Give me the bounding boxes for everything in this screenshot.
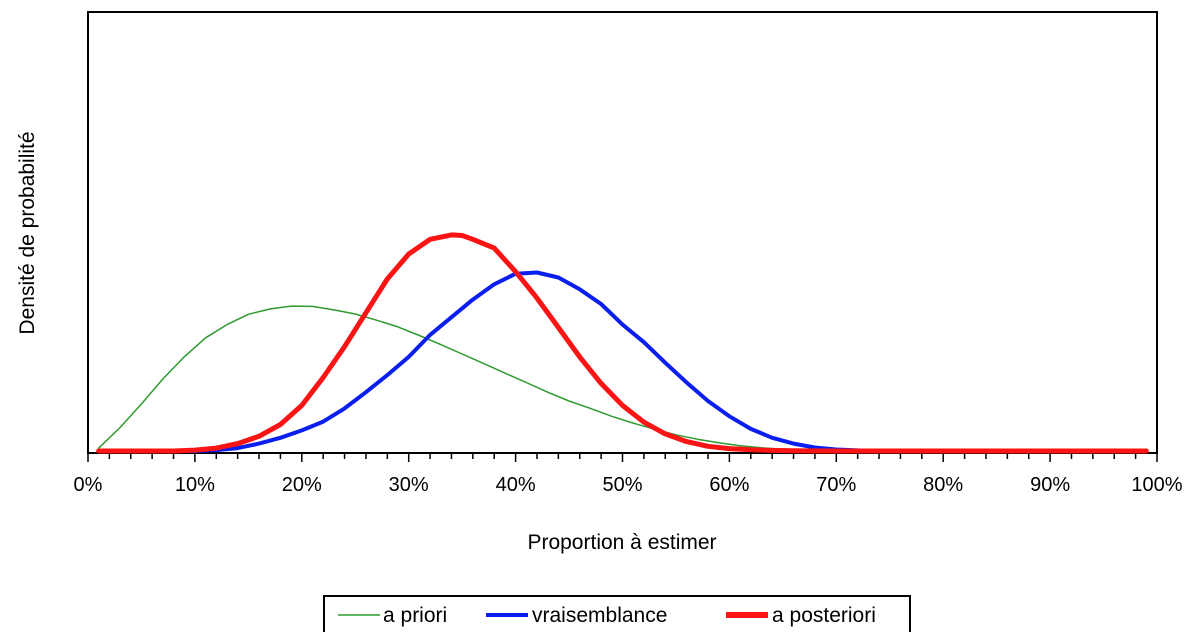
x-tick-label: 90% xyxy=(1030,474,1070,496)
series-line-a-posteriori xyxy=(96,232,1149,454)
x-tick-label: 0% xyxy=(74,474,103,496)
x-axis-title: Proportion à estimer xyxy=(527,531,716,554)
y-axis-title: Densité de probabilité xyxy=(16,131,39,334)
x-tick-label: 80% xyxy=(923,474,963,496)
x-tick-label: 40% xyxy=(496,474,536,496)
x-tick-label: 60% xyxy=(709,474,749,496)
x-tick-label: 70% xyxy=(816,474,856,496)
series-line-vraisemblance xyxy=(96,270,1149,453)
legend-label-vraisemblance: vraisemblance xyxy=(532,604,667,627)
legend: a priori vraisemblance a posteriori xyxy=(323,595,911,632)
series-lines xyxy=(96,232,1149,454)
x-tick-label: 100% xyxy=(1131,474,1182,496)
x-tick-label: 10% xyxy=(175,474,215,496)
x-tick-label: 30% xyxy=(389,474,429,496)
x-tick-label: 20% xyxy=(282,474,322,496)
x-axis: 0% 10% 20% 30% 40% 50% 60% 70% 80% 90% 100% xyxy=(74,453,1183,496)
x-tick-label: 50% xyxy=(602,474,642,496)
plot-frame xyxy=(87,11,1158,454)
legend-box xyxy=(323,595,911,632)
legend-label-a-posteriori: a posteriori xyxy=(772,604,876,627)
legend-label-a-priori: a priori xyxy=(383,604,447,627)
